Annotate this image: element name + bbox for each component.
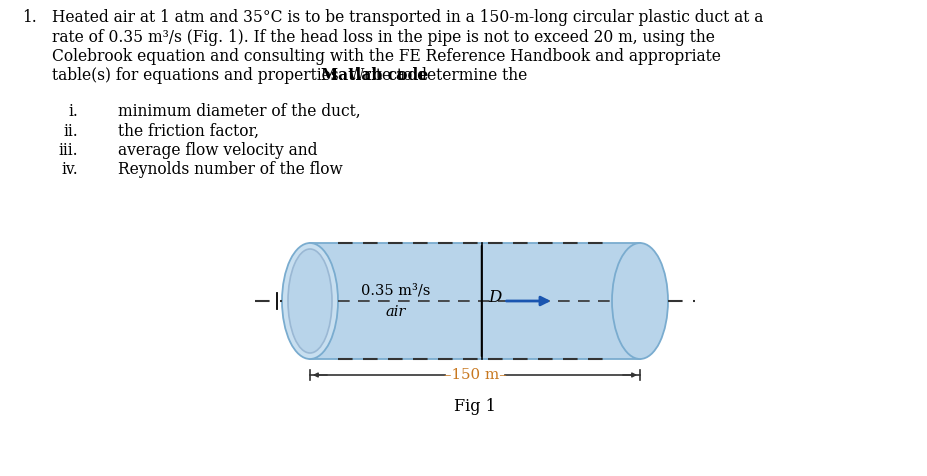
Text: Fig 1: Fig 1 [453, 397, 495, 414]
Text: minimum diameter of the duct,: minimum diameter of the duct, [118, 103, 361, 120]
Ellipse shape [287, 249, 332, 353]
Text: iv.: iv. [61, 161, 78, 178]
Text: ii.: ii. [63, 122, 78, 139]
Text: Colebrook equation and consulting with the FE Reference Handbook and appropriate: Colebrook equation and consulting with t… [52, 48, 720, 65]
Text: Reynolds number of the flow: Reynolds number of the flow [118, 161, 342, 178]
Text: Matlab code: Matlab code [321, 68, 427, 84]
Text: to determine the: to determine the [392, 68, 527, 84]
Text: rate of 0.35 m³/s (Fig. 1). If the head loss in the pipe is not to exceed 20 m, : rate of 0.35 m³/s (Fig. 1). If the head … [52, 29, 714, 45]
Text: –150 m–: –150 m– [443, 367, 506, 381]
Text: Heated air at 1 atm and 35°C is to be transported in a 150-m-long circular plast: Heated air at 1 atm and 35°C is to be tr… [52, 9, 763, 26]
Text: iii.: iii. [58, 142, 78, 159]
Ellipse shape [282, 244, 337, 359]
Text: average flow velocity and: average flow velocity and [118, 142, 317, 159]
Text: the friction factor,: the friction factor, [118, 122, 259, 139]
Text: air: air [386, 304, 405, 318]
Text: table(s) for equations and properties. Write a: table(s) for equations and properties. W… [52, 68, 410, 84]
Text: D: D [489, 289, 502, 306]
Ellipse shape [611, 244, 667, 359]
Text: i.: i. [68, 103, 78, 120]
Text: 1.: 1. [22, 9, 37, 26]
Bar [310, 244, 640, 359]
Text: 0.35 m³/s: 0.35 m³/s [361, 282, 430, 297]
